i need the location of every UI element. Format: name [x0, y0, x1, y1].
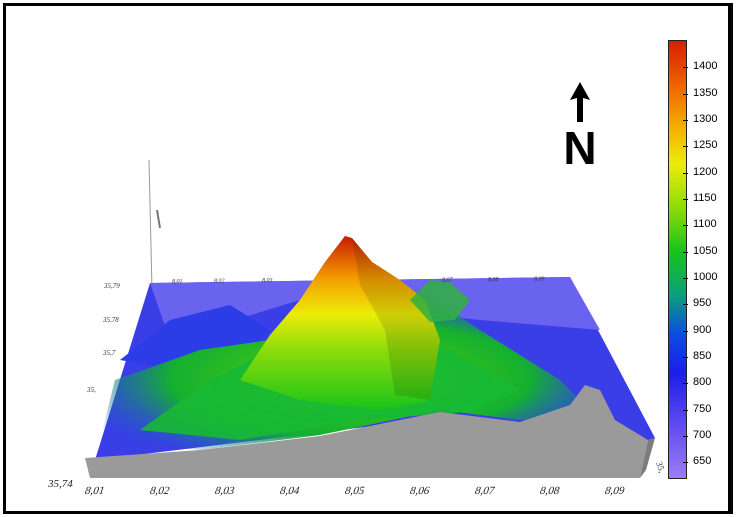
colorbar-tick-label: 1000 [693, 270, 718, 283]
terrain-peak-shadow [352, 238, 440, 400]
colorbar-tick-label: 1150 [693, 191, 717, 204]
colorbar-tick-mark [683, 225, 688, 227]
colorbar-tick-label: 750 [693, 402, 712, 415]
z-axis-line [148, 159, 153, 291]
back-y-tick-label: 35, [86, 386, 96, 394]
back-y-tick-label: 35,78 [102, 316, 119, 324]
terrain-front-wall [85, 385, 648, 478]
colorbar-tick-label: 1200 [693, 165, 718, 178]
colorbar-tick-label: 800 [693, 376, 712, 389]
colorbar-tick-label: 950 [693, 297, 712, 310]
colorbar-tick-mark [683, 304, 688, 306]
colorbar-tick-mark [683, 435, 688, 437]
colorbar-tick-mark [683, 119, 688, 121]
x-tick-label: 8,04 [279, 485, 301, 497]
colorbar-tick-label: 1050 [693, 244, 718, 257]
back-x-tick-label: 8,02 [214, 279, 225, 285]
colorbar-tick-mark [683, 251, 688, 253]
back-x-tick-label: 8,09 [534, 277, 545, 283]
terrain-right-wall [640, 438, 655, 478]
colorbar-tick-mark [683, 462, 688, 464]
colorbar-tick-mark [683, 146, 688, 148]
colorbar-tick-mark [683, 383, 688, 385]
back-x-tick-label: 8,07 [442, 278, 454, 284]
colorbar-tick-mark [683, 198, 688, 200]
north-arrow-icon: N [563, 82, 597, 168]
colorbar-tick-mark [683, 93, 688, 95]
terrain-east-knoll [410, 280, 470, 322]
colorbar-tick-label: 1400 [693, 60, 718, 73]
x-tick-label: 8,07 [474, 485, 496, 497]
x-tick-label: 8,06 [409, 485, 431, 497]
back-x-tick-label: 8,01 [172, 279, 183, 285]
x-tick-label: 8,03 [214, 485, 236, 497]
terrain-peak [240, 236, 440, 410]
colorbar-tick-label: 900 [693, 323, 712, 336]
x-tick-label: 8,09 [604, 485, 626, 497]
x-tick-label: 8,02 [149, 485, 171, 497]
y-tick-front: 35,74 [48, 478, 73, 490]
back-y-tick-label: 35,79 [103, 282, 120, 290]
back-x-tick-label: 8,03 [262, 278, 273, 284]
colorbar-tick-mark [683, 67, 688, 69]
north-label: N [563, 122, 596, 168]
colorbar [668, 40, 687, 479]
colorbar-tick-label: 1100 [693, 218, 717, 231]
z-axis-mark [156, 209, 161, 229]
colorbar-tick-label: 1300 [693, 112, 718, 125]
colorbar-tick-mark [683, 330, 688, 332]
colorbar-tick-label: 700 [693, 428, 712, 441]
colorbar-tick-mark [683, 409, 688, 411]
colorbar-tick-label: 650 [693, 455, 712, 468]
back-axis-ticks: 8,01 8,02 8,03 8,07 8,08 8,09 35,79 35,78 35,7 35… [86, 277, 545, 395]
colorbar-tick-label: 1350 [693, 86, 718, 99]
terrain-far-plateau [150, 277, 600, 340]
colorbar-tick-label: 1250 [693, 139, 718, 152]
colorbar-tick-mark [683, 277, 688, 279]
back-x-tick-label: 8,08 [488, 277, 499, 283]
colorbar-tick-label: 850 [693, 349, 712, 362]
x-tick-label: 8,01 [84, 485, 106, 497]
x-tick-label: 8,05 [344, 485, 366, 497]
x-tick-label: 8,08 [539, 485, 561, 497]
colorbar-tick-mark [683, 172, 688, 174]
colorbar-tick-mark [683, 356, 688, 358]
back-y-tick-label: 35,7 [102, 349, 116, 357]
